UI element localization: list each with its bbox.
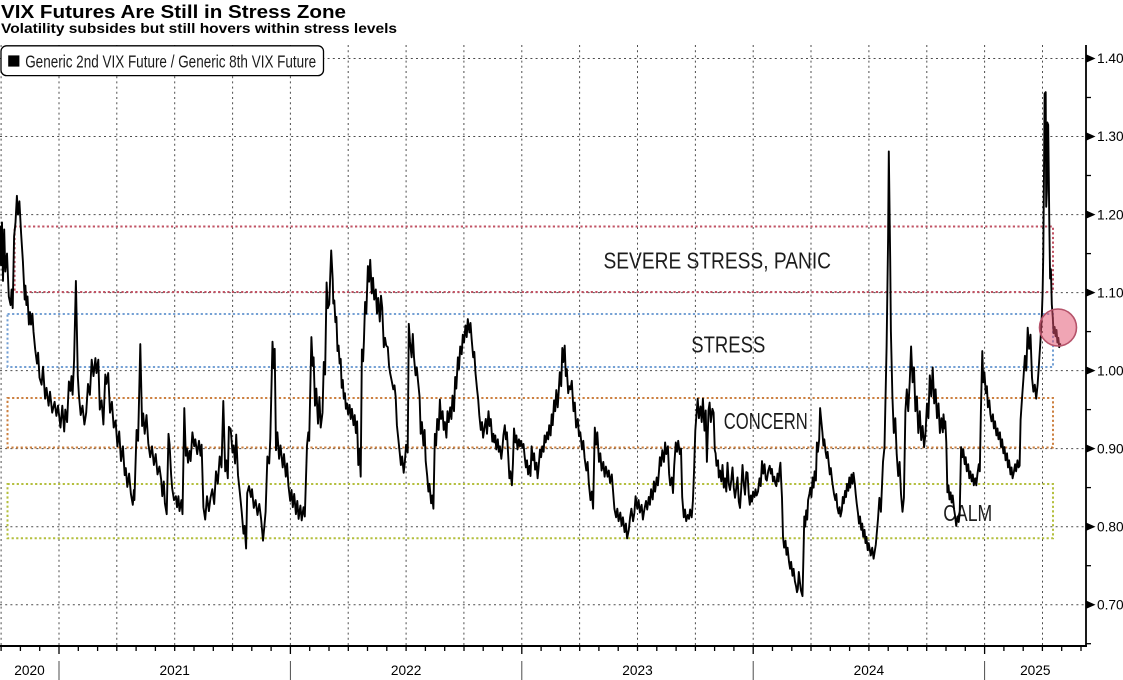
svg-text:2022: 2022 (391, 663, 421, 678)
svg-text:VIX Futures Are Still in Stres: VIX Futures Are Still in Stress Zone (1, 1, 346, 22)
svg-text:1.40: 1.40 (1097, 51, 1123, 66)
svg-text:Generic 2nd VIX Future / Gener: Generic 2nd VIX Future / Generic 8th VIX… (25, 52, 316, 72)
svg-text:2024: 2024 (854, 663, 885, 678)
svg-text:1.10: 1.10 (1097, 285, 1123, 300)
svg-text:2021: 2021 (159, 663, 189, 678)
svg-text:1.00: 1.00 (1097, 363, 1123, 378)
svg-text:0.70: 0.70 (1097, 597, 1123, 612)
svg-text:0.90: 0.90 (1097, 441, 1123, 456)
svg-text:1.30: 1.30 (1097, 129, 1123, 144)
svg-text:CALM: CALM (943, 500, 992, 526)
svg-text:0.80: 0.80 (1097, 519, 1123, 534)
svg-text:CONCERN: CONCERN (724, 408, 808, 434)
svg-text:Volatility subsides but still: Volatility subsides but still hovers wit… (1, 21, 397, 36)
svg-text:STRESS: STRESS (691, 332, 765, 358)
svg-text:2025: 2025 (1020, 663, 1051, 678)
svg-text:1.20: 1.20 (1097, 207, 1123, 222)
svg-text:SEVERE STRESS, PANIC: SEVERE STRESS, PANIC (604, 247, 832, 273)
svg-text:2023: 2023 (622, 663, 653, 678)
svg-text:2020: 2020 (14, 663, 45, 678)
